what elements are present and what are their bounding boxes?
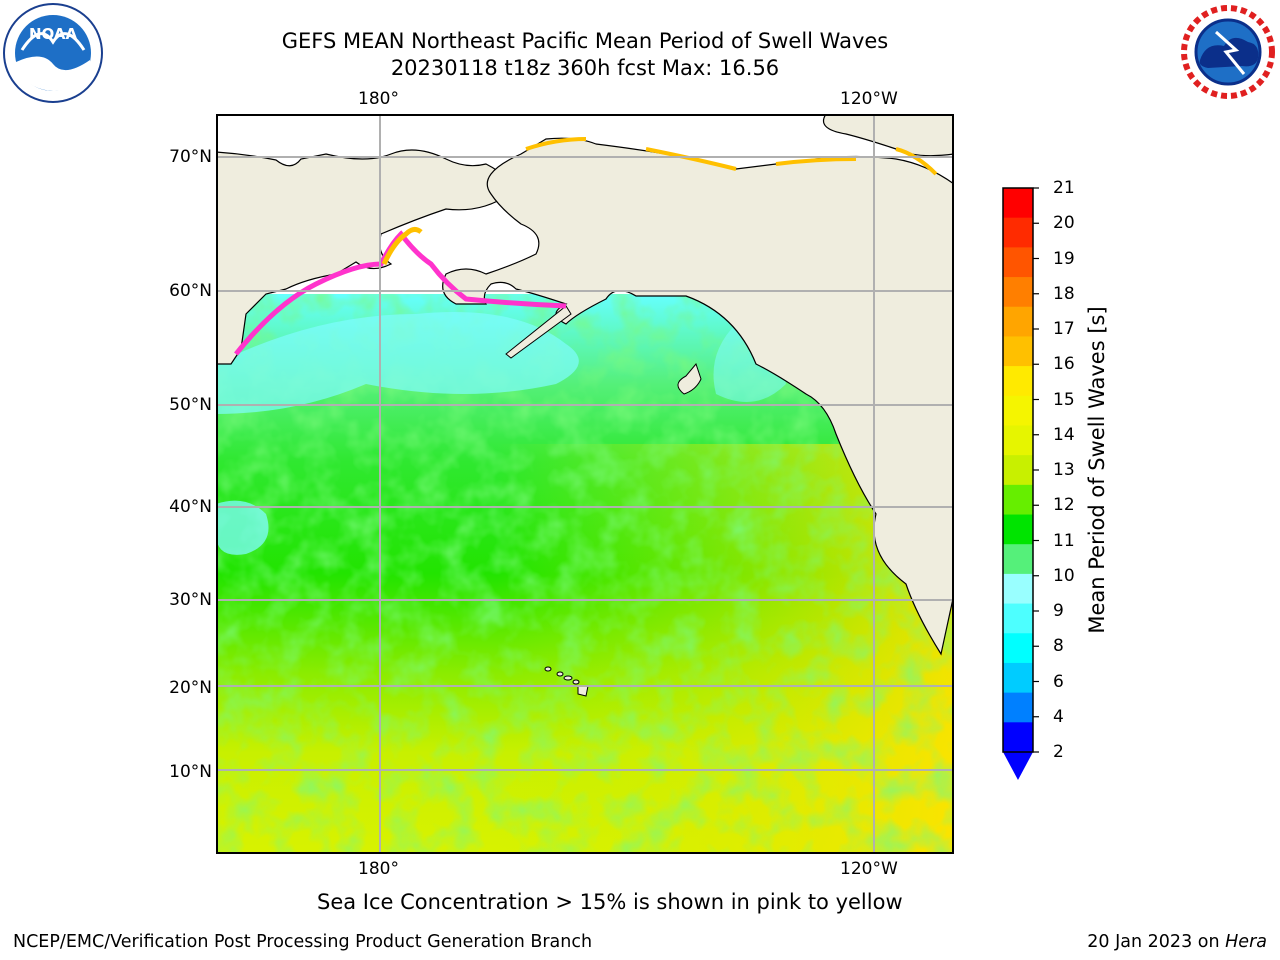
- colorbar-swatch: [1003, 603, 1033, 634]
- lat-label-50n: 50°N: [169, 395, 212, 415]
- colorbar-swatch: [1003, 247, 1033, 278]
- lat-label-20n: 20°N: [169, 678, 212, 698]
- colorbar-tick-label: 2: [1053, 742, 1064, 762]
- chart-subtitle: 20230118 t18z 360h fcst Max: 16.56: [390, 56, 780, 80]
- footer-date: 20 Jan 2023 on Hera: [1087, 932, 1267, 952]
- colorbar-tick-label: 9: [1053, 601, 1064, 621]
- colorbar-swatch: [1003, 633, 1033, 664]
- arctic-sea-ice: [525, 137, 938, 176]
- colorbar-swatch: [1003, 395, 1033, 426]
- colorbar-swatch: [1003, 188, 1033, 219]
- graticule: [216, 114, 954, 854]
- colorbar-tick-label: 13: [1053, 460, 1075, 480]
- colorbar-tick-label: 19: [1053, 248, 1075, 269]
- colorbar-swatch: [1003, 662, 1033, 694]
- colorbar-tick-label: 6: [1053, 671, 1064, 692]
- lat-label-40n: 40°N: [169, 497, 212, 517]
- colorbar-swatch: [1003, 277, 1033, 308]
- colorbar-tick-label: 15: [1053, 389, 1075, 410]
- coastal-island: [677, 362, 702, 395]
- colorbar-ticks: [1033, 187, 1039, 753]
- colorbar-extend-triangle: [1003, 752, 1033, 780]
- colorbar-swatch: [1003, 306, 1033, 337]
- colorbar-swatch: [1003, 336, 1033, 367]
- colorbar-swatch: [1003, 217, 1033, 248]
- lat-label-10n: 10°N: [169, 762, 212, 782]
- colorbar-tick-label: 10: [1053, 565, 1075, 586]
- colorbar-tick-label: 8: [1053, 636, 1064, 657]
- colorbar-tick-label: 20: [1053, 213, 1075, 234]
- colorbar-tick-label: 11: [1053, 530, 1075, 551]
- colorbar: [1002, 187, 1039, 780]
- footer-date-text: 20 Jan 2023 on: [1087, 932, 1226, 952]
- lon-label-bottom-180: 180°: [358, 859, 399, 879]
- colorbar-swatch: [1003, 484, 1033, 516]
- lat-label-60n: 60°N: [169, 281, 212, 301]
- colorbar-tick-label: 16: [1053, 354, 1075, 375]
- cyan-patch-west: [216, 500, 269, 555]
- lon-label-top-180: 180°: [358, 89, 399, 109]
- swell-period-map: [216, 114, 954, 854]
- noaa-logo-text: NOAA: [29, 25, 78, 43]
- alaska-peninsula: [505, 305, 572, 359]
- colorbar-swatch: [1003, 514, 1033, 545]
- sea-ice-caption: Sea Ice Concentration > 15% is shown in …: [317, 890, 903, 914]
- cyan-patch-north: [216, 312, 579, 414]
- noaa-logo: NOAA: [3, 3, 103, 103]
- colorbar-label: Mean Period of Swell Waves [s]: [1085, 306, 1109, 634]
- colorbar-tick-label: 17: [1053, 319, 1075, 339]
- map-frame: [216, 114, 954, 854]
- lat-label-70n: 70°N: [169, 147, 212, 167]
- nws-logo: [1180, 4, 1276, 100]
- colorbar-swatches: [1003, 188, 1033, 753]
- colorbar-swatch: [1003, 573, 1033, 605]
- lon-label-bottom-120w: 120°W: [840, 859, 898, 879]
- lon-label-top-120w: 120°W: [840, 89, 898, 109]
- lat-label-30n: 30°N: [169, 590, 212, 610]
- colorbar-tick-label: 18: [1053, 283, 1075, 304]
- colorbar-tick-label: 4: [1053, 706, 1064, 727]
- colorbar-swatch: [1003, 366, 1033, 397]
- footer-machine: Hera: [1225, 932, 1267, 952]
- footer-credit: NCEP/EMC/Verification Post Processing Pr…: [13, 932, 593, 952]
- sea-ice-edge: [234, 230, 567, 356]
- colorbar-swatch: [1003, 425, 1033, 456]
- colorbar-swatch: [1003, 692, 1033, 723]
- sea-ice-yellow-edge: [381, 226, 423, 266]
- hawaii-islands: [544, 666, 589, 697]
- colorbar-tick-label: 14: [1053, 424, 1075, 445]
- colorbar-swatch: [1003, 455, 1033, 486]
- colorbar-swatch: [1003, 722, 1033, 753]
- colorbar-swatch: [1003, 544, 1033, 575]
- colorbar-tick-label: 12: [1053, 495, 1075, 516]
- chart-title: GEFS MEAN Northeast Pacific Mean Period …: [281, 29, 889, 53]
- colorbar-tick-label: 21: [1053, 178, 1075, 198]
